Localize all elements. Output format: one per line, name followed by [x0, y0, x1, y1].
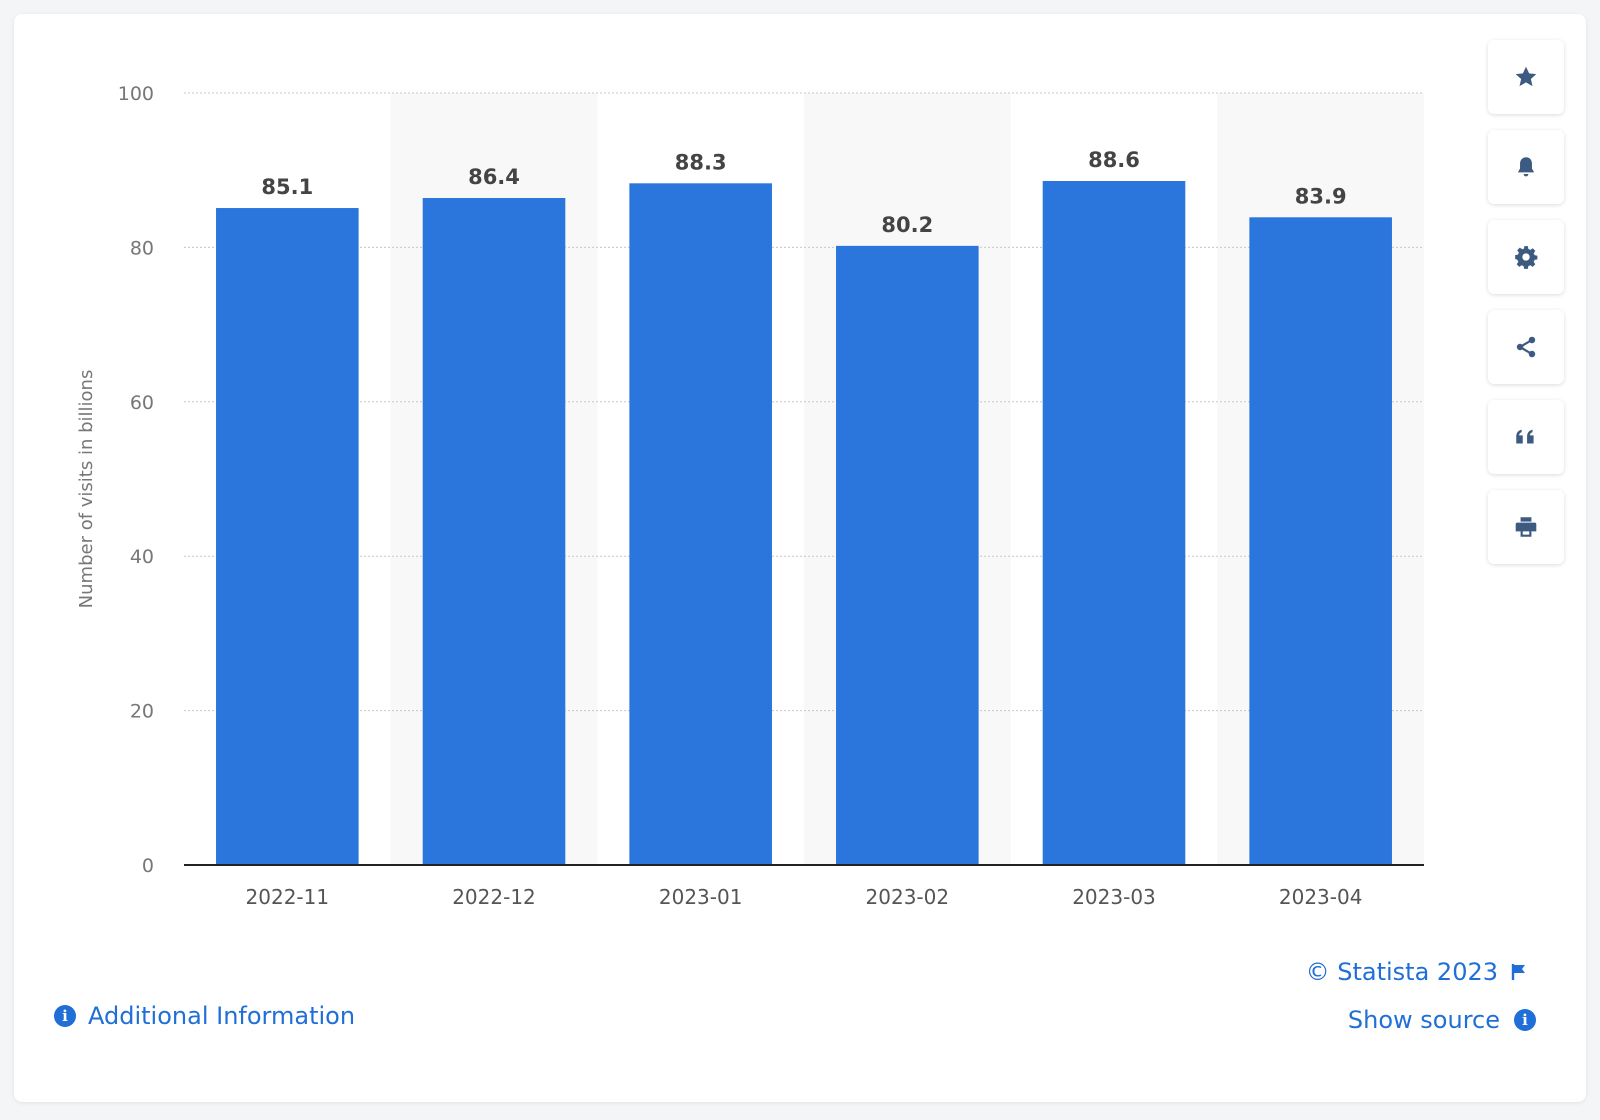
chart-card: 0 20 40 60 80 100 Number of visits in billions…	[14, 14, 1586, 1102]
x-tick-label: 2022-11	[246, 885, 330, 909]
gear-icon	[1515, 246, 1538, 269]
quote-icon	[1516, 429, 1534, 444]
cite-button[interactable]	[1488, 400, 1564, 474]
show-source-link[interactable]: Show source i	[1348, 1006, 1536, 1034]
share-button[interactable]	[1488, 310, 1564, 384]
info-icon: i	[54, 1005, 76, 1027]
y-tick-label: 60	[130, 392, 154, 414]
x-tick-label: 2023-02	[866, 885, 950, 909]
bar	[1249, 217, 1392, 866]
data-label: 83.9	[1295, 184, 1347, 208]
print-icon	[1515, 517, 1537, 537]
x-tick-label: 2023-03	[1072, 885, 1156, 909]
bell-icon	[1517, 157, 1535, 177]
bar	[1042, 181, 1186, 865]
share-icon	[1516, 336, 1536, 358]
data-label: 85.1	[261, 175, 313, 199]
bar	[216, 208, 359, 865]
data-label: 88.3	[675, 150, 727, 174]
y-tick-label: 40	[130, 546, 154, 568]
flag-icon	[1511, 964, 1525, 980]
additional-information-label: Additional Information	[88, 1002, 356, 1030]
data-label: 80.2	[881, 213, 933, 237]
data-label: 88.6	[1088, 148, 1140, 172]
star-icon	[1515, 66, 1537, 87]
copyright-link[interactable]: © Statista 2023	[1306, 958, 1528, 986]
x-tick-label: 2023-04	[1279, 885, 1363, 909]
y-tick-label: 100	[118, 83, 154, 105]
additional-information-link[interactable]: i Additional Information	[54, 1002, 355, 1030]
info-icon: i	[1514, 1009, 1536, 1031]
y-axis-title: Number of visits in billions	[76, 370, 97, 609]
data-label: 86.4	[468, 165, 520, 189]
favorite-button[interactable]	[1488, 40, 1564, 114]
bar	[836, 245, 979, 865]
x-tick-label: 2023-01	[659, 885, 743, 909]
copyright-text: © Statista 2023	[1305, 958, 1498, 986]
y-tick-label: 80	[130, 237, 154, 259]
x-tick-label: 2022-12	[452, 885, 536, 909]
print-button[interactable]	[1488, 490, 1564, 564]
settings-button[interactable]	[1488, 220, 1564, 294]
bar-chart: 0 20 40 60 80 100 Number of visits in billions…	[76, 83, 1424, 909]
y-tick-label: 0	[142, 855, 154, 877]
notification-button[interactable]	[1488, 130, 1564, 204]
show-source-label: Show source	[1347, 1006, 1500, 1034]
bar	[422, 197, 566, 865]
bar	[629, 183, 772, 866]
y-tick-label: 20	[130, 701, 154, 723]
